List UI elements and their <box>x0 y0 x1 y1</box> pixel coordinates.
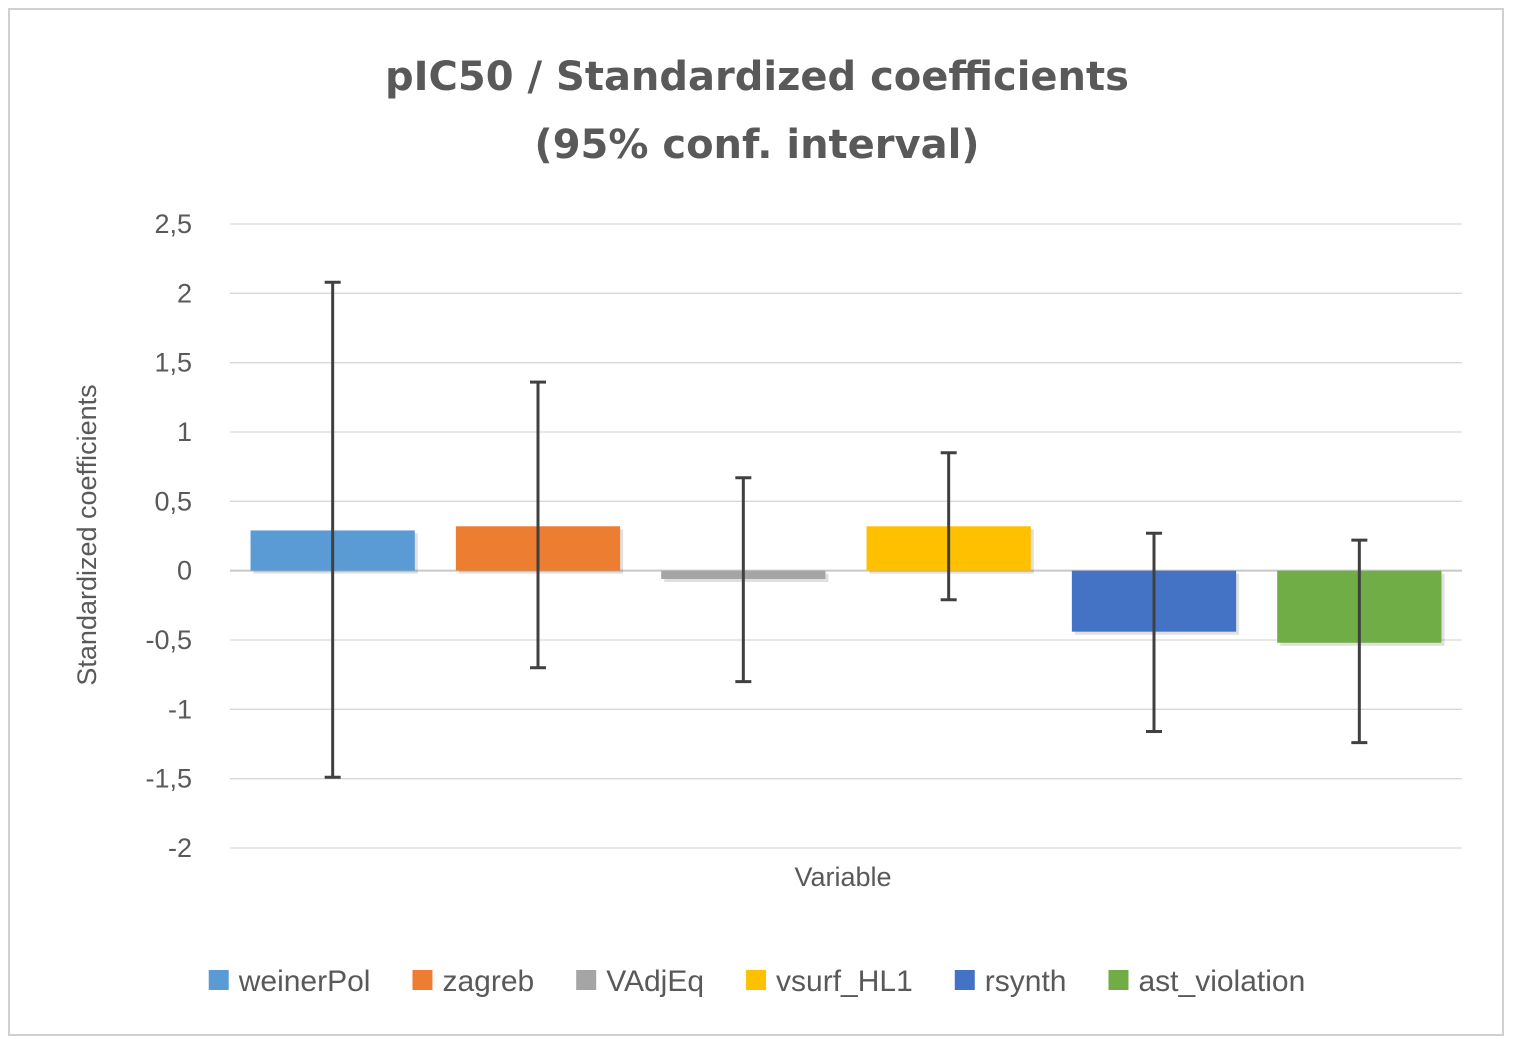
y-axis-ticks: 2,5 2 1,5 1 0,5 0 -0,5 -1 -1,5 -2 <box>145 209 192 863</box>
legend-swatch <box>746 970 767 990</box>
y-tick-label: 2 <box>177 278 192 308</box>
y-tick-label: 1 <box>177 417 192 447</box>
legend-swatch <box>576 970 597 990</box>
legend-swatch <box>208 970 229 990</box>
legend-item: vsurf_HL1 <box>746 965 913 998</box>
x-axis-title: Variable <box>794 862 891 892</box>
legend-swatch <box>1108 970 1129 990</box>
legend-label: ast_violation <box>1138 965 1305 998</box>
legend-label: zagreb <box>442 965 534 998</box>
legend-swatch <box>412 970 433 990</box>
legend-item: ast_violation <box>1108 965 1305 998</box>
bars <box>250 526 1445 646</box>
chart-frame <box>8 8 1504 1036</box>
y-tick-label: 0,5 <box>154 486 192 516</box>
chart-title-line-2: (95% conf. interval) <box>534 122 979 168</box>
legend-label: weinerPol <box>238 965 371 998</box>
y-tick-label: -0,5 <box>145 625 192 655</box>
y-tick-label: 0 <box>177 556 192 586</box>
legend-label: VAdjEq <box>606 965 704 998</box>
legend-label: vsurf_HL1 <box>776 965 913 998</box>
legend-label: rsynth <box>985 965 1067 998</box>
legend-swatch <box>954 970 975 990</box>
y-tick-label: -1,5 <box>145 764 192 794</box>
y-axis-title: Standardized coefficients <box>72 384 102 685</box>
legend-item: rsynth <box>954 965 1067 998</box>
y-tick-label: -1 <box>168 694 192 724</box>
gridlines <box>230 223 1462 849</box>
legend-item: VAdjEq <box>576 965 704 998</box>
error-bars <box>324 280 1368 779</box>
y-tick-label: 1,5 <box>154 348 192 378</box>
legend: weinerPol zagreb VAdjEq vsurf_HL1 rsynth ast_… <box>208 965 1305 998</box>
legend-item: zagreb <box>412 965 534 998</box>
legend-item: weinerPol <box>208 965 371 998</box>
y-tick-label: 2,5 <box>154 209 192 239</box>
y-tick-label: -2 <box>168 833 192 863</box>
chart-title-line-1: pIC50 / Standardized coefficients <box>385 54 1129 100</box>
